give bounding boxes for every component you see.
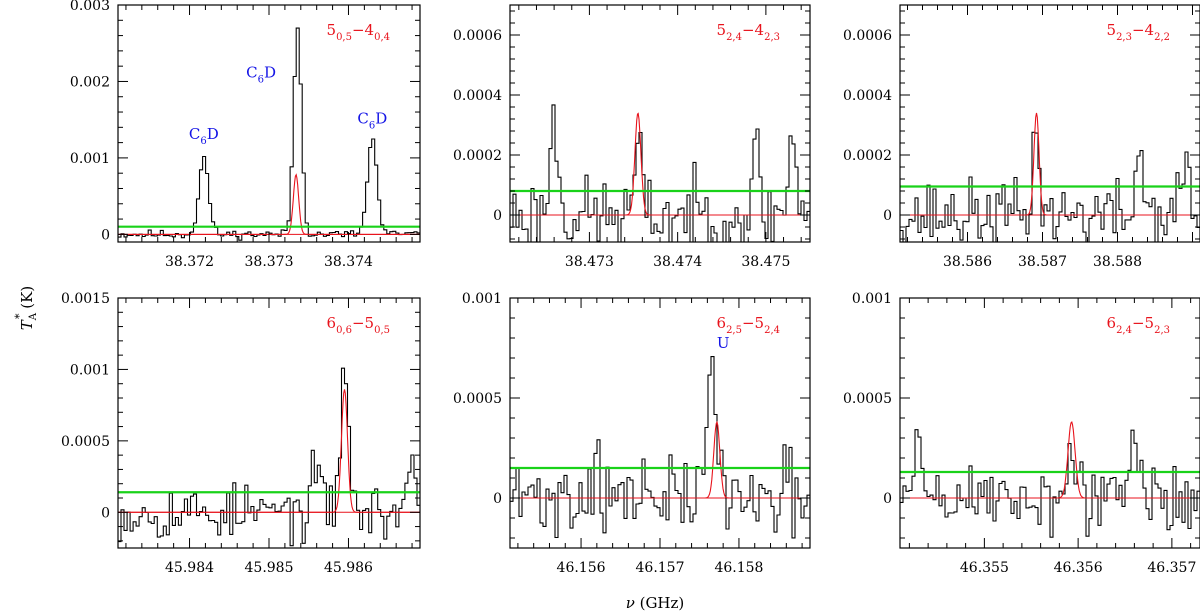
- model-line: [118, 173, 420, 235]
- model-line: [510, 420, 810, 499]
- y-tick-label: 0.001: [70, 362, 110, 378]
- panel-frame: [899, 4, 1200, 243]
- axis-ticks: [510, 5, 810, 242]
- y-tick-label: 0.001: [852, 291, 892, 307]
- spectrum-panel-6: 46.355 46.356 46.357 0 0.0005 0.001 62,4−52,3: [843, 291, 1200, 576]
- transition-label: 62,4−52,3: [1107, 314, 1170, 336]
- spectrum-panel-2: 38.473 38.474 38.475 0 0.0002 0.0004 0.0006 52,…: [453, 4, 811, 270]
- y-tick-label: 0: [101, 227, 110, 243]
- y-tick-label: 0.0004: [453, 88, 502, 104]
- model-line: [900, 112, 1200, 216]
- y-tick-label: 0.0005: [843, 391, 892, 407]
- x-tick-label: 38.373: [245, 254, 294, 270]
- observed-spectrum: [118, 27, 420, 241]
- spectrum-panel-1: 38.372 38.373 38.374 0 0.001 0.002 0.003 50,5−4…: [70, 0, 421, 270]
- x-tick-label: 38.475: [741, 254, 790, 270]
- observed-spectrum: [510, 356, 810, 539]
- axis-ticks: [118, 4, 420, 242]
- x-tick-label: 46.156: [557, 560, 606, 576]
- y-tick-label: 0: [883, 208, 892, 224]
- transition-label: 60,6−50,5: [327, 314, 390, 336]
- y-axis-title: TA* (K): [13, 286, 39, 330]
- observed-spectrum: [118, 367, 420, 547]
- x-tick-label: 46.158: [714, 560, 763, 576]
- x-tick-label: 46.355: [960, 560, 1009, 576]
- transition-label: 52,3−42,2: [1107, 21, 1170, 43]
- x-tick-label: 38.588: [1093, 254, 1142, 270]
- spectrum-panel-4: 45.984 45.985 45.986 0 0.0005 0.001 0.0015 60,6…: [61, 291, 421, 576]
- panel-grid: 38.372 38.373 38.374 0 0.001 0.002 0.003 50,5−4…: [61, 0, 1200, 576]
- axis-ticks: [900, 297, 1200, 548]
- plot-area: [510, 104, 810, 242]
- observed-spectrum: [900, 429, 1200, 538]
- axis-ticks: [118, 297, 420, 548]
- y-tick-label: 0: [101, 505, 110, 521]
- spectrum-panel-3: 38.586 38.587 38.588 0 0.0002 0.0004 0.0006 52,…: [843, 4, 1200, 270]
- y-tick-label: 0.002: [70, 74, 110, 90]
- x-tick-label: 45.985: [245, 560, 294, 576]
- y-tick-label: 0.003: [70, 0, 110, 14]
- transition-label: 62,5−52,4: [717, 314, 780, 336]
- line-annotation: C6D: [246, 64, 276, 86]
- line-annotation: C6D: [189, 125, 219, 147]
- plot-area: [510, 356, 810, 539]
- y-tick-label: 0.0005: [61, 434, 110, 450]
- plot-area: [900, 112, 1200, 242]
- x-axis-title: ν (GHz): [626, 594, 685, 612]
- plot-area: [118, 367, 420, 547]
- y-tick-label: 0.0005: [453, 391, 502, 407]
- panel-frame: [899, 297, 1200, 549]
- x-tick-label: 45.986: [324, 560, 373, 576]
- observed-spectrum: [900, 131, 1200, 242]
- transition-label: 52,4−42,3: [717, 21, 780, 43]
- spectrum-panel-5: 46.156 46.157 46.158 0 0.0005 0.001 62,5−52,4U: [453, 291, 811, 576]
- model-line: [510, 112, 810, 216]
- model-line: [900, 421, 1200, 499]
- x-tick-label: 38.474: [653, 254, 702, 270]
- x-tick-label: 38.587: [1018, 254, 1067, 270]
- plot-area: [900, 421, 1200, 538]
- transition-label: 50,5−40,4: [327, 21, 390, 43]
- y-tick-label: 0.0015: [61, 291, 110, 307]
- y-tick-label: 0: [493, 491, 502, 507]
- y-tick-label: 0.0002: [453, 148, 502, 164]
- y-tick-label: 0.0004: [843, 88, 892, 104]
- x-tick-label: 45.984: [165, 560, 214, 576]
- y-tick-label: 0: [493, 208, 502, 224]
- x-tick-label: 38.473: [565, 254, 614, 270]
- y-tick-label: 0.0002: [843, 148, 892, 164]
- y-tick-label: 0: [883, 491, 892, 507]
- axis-ticks: [510, 297, 810, 548]
- y-tick-label: 0.001: [70, 151, 110, 167]
- y-tick-label: 0.0006: [453, 28, 502, 44]
- x-tick-label: 46.157: [636, 560, 685, 576]
- y-tick-label: 0.001: [462, 291, 502, 307]
- line-annotation: U: [717, 334, 730, 352]
- observed-spectrum: [510, 104, 810, 242]
- x-tick-label: 38.586: [943, 254, 992, 270]
- y-tick-label: 0.0006: [843, 28, 892, 44]
- model-line: [118, 389, 420, 513]
- x-tick-label: 38.372: [165, 254, 214, 270]
- axis-ticks: [900, 5, 1200, 242]
- x-tick-label: 38.374: [324, 254, 373, 270]
- x-tick-label: 46.356: [1054, 560, 1103, 576]
- plot-area: [118, 27, 420, 241]
- line-annotation: C6D: [357, 110, 387, 132]
- x-tick-label: 46.357: [1147, 560, 1196, 576]
